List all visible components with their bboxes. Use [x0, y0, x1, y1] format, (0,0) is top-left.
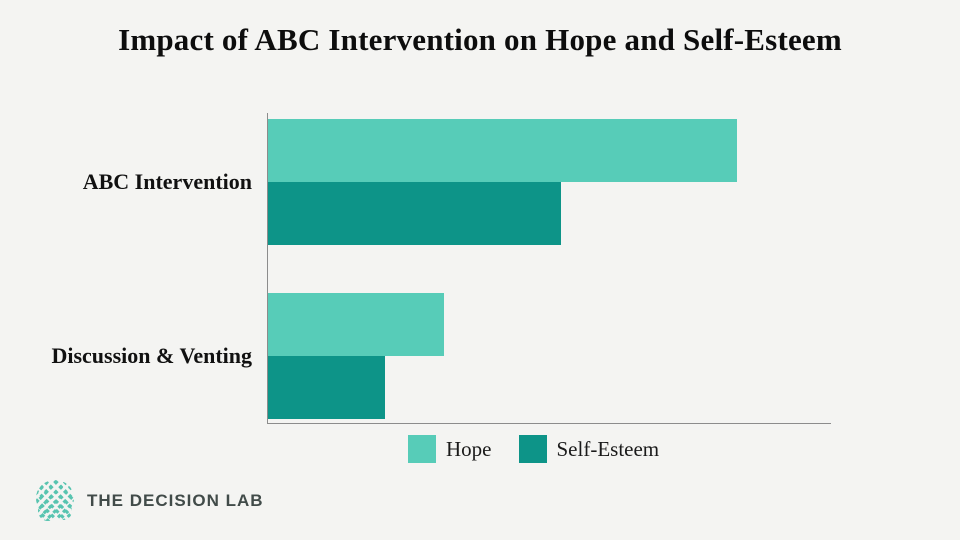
category-label-abc-intervention: ABC Intervention — [82, 169, 252, 194]
legend-label-self-esteem: Self-Esteem — [556, 437, 660, 461]
decision-lab-logo: THE DECISION LAB — [34, 478, 264, 524]
bar-abc-intervention-self-esteem — [268, 182, 561, 245]
bar-abc-intervention-hope — [268, 119, 737, 182]
bar-discussion-venting-self-esteem — [268, 356, 385, 419]
legend-swatch-hope — [408, 435, 436, 463]
legend-item-self-esteem: Self-Esteem — [518, 435, 660, 463]
legend-label-hope: Hope — [446, 437, 492, 461]
legend: Hope Self-Esteem — [408, 435, 659, 463]
legend-swatch-self-esteem — [518, 435, 547, 463]
bar-discussion-venting-hope — [268, 293, 444, 356]
legend-item-hope: Hope — [408, 435, 492, 463]
category-axis-labels: ABC Intervention Discussion & Venting — [0, 0, 252, 540]
decision-lab-brain-icon — [36, 480, 74, 521]
category-label-discussion-venting: Discussion & Venting — [51, 343, 252, 368]
plot-area — [267, 113, 831, 424]
decision-lab-logo-text: THE DECISION LAB — [87, 491, 264, 510]
chart-title: Impact of ABC Intervention on Hope and S… — [118, 22, 842, 57]
